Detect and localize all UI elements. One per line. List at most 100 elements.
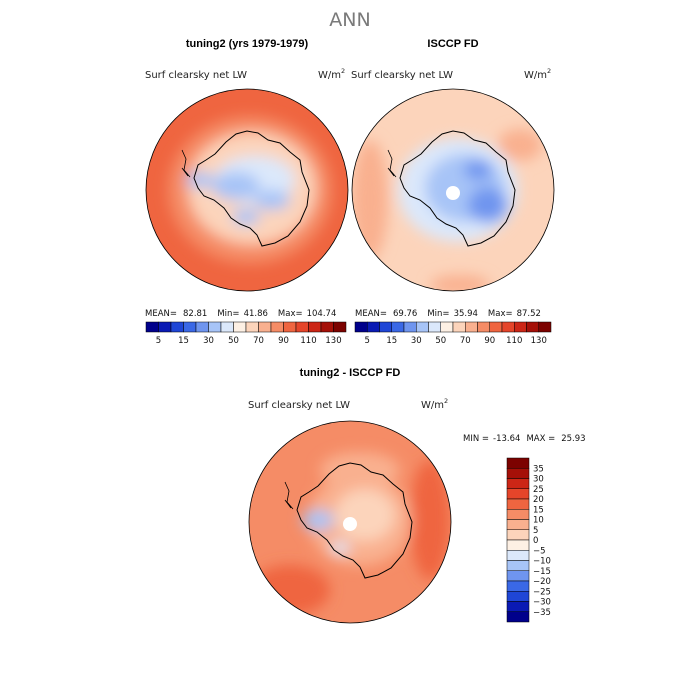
colorbar-model-swatch bbox=[320, 321, 334, 333]
panel-model-title: tuning2 (yrs 1979-1979) bbox=[186, 38, 309, 50]
colorbar-model-swatch bbox=[195, 321, 209, 333]
colorbar-diff-tick-label: −25 bbox=[533, 587, 551, 597]
colorbar-model: 5 15 30 50 70 90 110 130 bbox=[145, 321, 347, 346]
colorbar-model-swatch bbox=[245, 321, 259, 333]
colorbar-obs-swatch bbox=[379, 321, 392, 333]
map-obs-pole-hole bbox=[446, 186, 460, 200]
map-obs bbox=[352, 89, 554, 291]
colorbar-obs-swatch bbox=[354, 321, 368, 333]
colorbar-obs-swatch bbox=[452, 321, 466, 333]
panel-diff: tuning2 - ISCCP FD Surf clearsky net LW … bbox=[248, 367, 586, 624]
colorbar-obs-tick-label: 130 bbox=[531, 336, 547, 346]
colorbar-diff-tick-label: −20 bbox=[533, 577, 551, 587]
map-diff-pole-hole bbox=[343, 517, 357, 531]
colorbar-diff-swatch bbox=[506, 560, 530, 571]
colorbar-diff-tick-label: 0 bbox=[533, 536, 538, 546]
colorbar-diff-swatch bbox=[506, 580, 530, 592]
map-model-frame bbox=[145, 88, 349, 292]
colorbar-diff-tick-label: 15 bbox=[533, 505, 544, 515]
map-model bbox=[146, 89, 348, 291]
colorbar-diff-swatch bbox=[506, 529, 530, 541]
panel-obs-stats: MEAN= 69.76 Min= 35.94 Max= 87.52 bbox=[355, 309, 541, 319]
colorbar-obs-swatch bbox=[440, 321, 454, 333]
colorbar-model-swatch bbox=[183, 321, 197, 333]
main-title: ANN bbox=[329, 9, 370, 31]
colorbar-model-swatch bbox=[145, 321, 159, 333]
colorbar-model-swatch bbox=[308, 321, 322, 333]
colorbar-diff-swatch bbox=[506, 488, 530, 500]
colorbar-model-swatch bbox=[295, 321, 309, 333]
colorbar-obs-tick-label: 110 bbox=[506, 336, 522, 346]
colorbar-obs-swatch bbox=[428, 321, 441, 333]
colorbar-model-swatch bbox=[220, 321, 234, 333]
colorbar-model-swatch bbox=[283, 321, 297, 333]
colorbar-obs-swatch bbox=[489, 321, 503, 333]
colorbar-model-tick-label: 110 bbox=[300, 336, 316, 346]
colorbar-obs-tick-label: 50 bbox=[435, 336, 446, 346]
panel-obs-variable: Surf clearsky net LW bbox=[351, 70, 453, 81]
map-model-coastline bbox=[193, 130, 310, 247]
colorbar-model-swatch bbox=[258, 321, 272, 333]
colorbar-model-tick-label: 70 bbox=[253, 336, 264, 346]
map-obs-frame bbox=[351, 88, 555, 292]
colorbar-diff-tick-label: 10 bbox=[533, 516, 544, 526]
colorbar-diff-swatch bbox=[506, 478, 530, 489]
map-diff-coastline bbox=[296, 462, 413, 579]
colorbar-model-swatch bbox=[208, 321, 222, 333]
colorbar-diff-swatch bbox=[506, 539, 530, 551]
colorbar-obs: 5 15 30 50 70 90 110 130 bbox=[354, 321, 552, 346]
panel-obs: ISCCP FD Surf clearsky net LW W/m2 MEAN=… bbox=[351, 38, 555, 346]
panel-diff-units: W/m2 bbox=[421, 397, 448, 411]
colorbar-model-tick-label: 15 bbox=[178, 336, 189, 346]
colorbar-diff-tick-label: −35 bbox=[533, 608, 551, 618]
colorbar-obs-swatch bbox=[367, 321, 380, 333]
colorbar-obs-swatch bbox=[403, 321, 417, 333]
colorbar-diff-tick-label: 35 bbox=[533, 464, 544, 474]
colorbar-obs-tick-label: 90 bbox=[484, 336, 495, 346]
colorbar-model-tick-label: 50 bbox=[228, 336, 239, 346]
panel-model-stats: MEAN= 82.81 Min= 41.86 Max= 104.74 bbox=[145, 309, 336, 319]
map-diff-frame bbox=[248, 420, 452, 624]
colorbar-model-swatch bbox=[333, 321, 347, 333]
colorbar-diff-tick-label: −5 bbox=[533, 546, 546, 556]
colorbar-diff-swatch bbox=[506, 591, 530, 602]
panel-diff-stats: MIN = -13.64 MAX = 25.93 bbox=[463, 434, 586, 444]
map-obs-coastline bbox=[399, 130, 516, 247]
colorbar-diff-tick-label: 30 bbox=[533, 475, 544, 485]
colorbar-diff-swatch bbox=[506, 498, 530, 510]
panel-obs-units: W/m2 bbox=[524, 67, 551, 81]
colorbar-diff-swatch bbox=[506, 468, 530, 479]
panel-model: tuning2 (yrs 1979-1979) Surf clearsky ne… bbox=[145, 38, 349, 346]
colorbar-obs-swatch bbox=[538, 321, 552, 333]
colorbar-diff-tick-label: 20 bbox=[533, 495, 544, 505]
colorbar-obs-tick-label: 15 bbox=[386, 336, 397, 346]
colorbar-obs-swatch bbox=[501, 321, 515, 333]
colorbar-model-tick-label: 130 bbox=[325, 336, 341, 346]
panel-diff-variable: Surf clearsky net LW bbox=[248, 400, 350, 411]
colorbar-model-swatch bbox=[170, 321, 184, 333]
colorbar-diff-swatch bbox=[506, 519, 530, 530]
colorbar-model-swatch bbox=[158, 321, 172, 333]
colorbar-obs-swatch bbox=[465, 321, 478, 333]
colorbar-diff-tick-label: −15 bbox=[533, 567, 551, 577]
colorbar-obs-swatch bbox=[526, 321, 539, 333]
panel-diff-title: tuning2 - ISCCP FD bbox=[300, 367, 401, 379]
colorbar-diff-tick-label: −10 bbox=[533, 557, 551, 567]
colorbar-diff-swatch bbox=[506, 601, 530, 612]
colorbar-diff-tick-label: 25 bbox=[533, 485, 544, 495]
colorbar-diff-tick-label: 5 bbox=[533, 526, 538, 536]
colorbar-model-swatch bbox=[270, 321, 284, 333]
colorbar-diff-swatch bbox=[506, 457, 530, 469]
colorbar-model-swatch bbox=[233, 321, 247, 333]
colorbar-obs-tick-label: 70 bbox=[460, 336, 471, 346]
colorbar-obs-tick-label: 5 bbox=[365, 336, 370, 346]
colorbar-diff-swatch bbox=[506, 611, 530, 623]
colorbar-diff-swatch bbox=[506, 570, 530, 582]
colorbar-diff-tick-label: −30 bbox=[533, 598, 551, 608]
colorbar-diff-swatch bbox=[506, 509, 530, 520]
panel-obs-title: ISCCP FD bbox=[427, 38, 478, 50]
panel-model-variable: Surf clearsky net LW bbox=[145, 70, 247, 81]
colorbar-model-tick-label: 90 bbox=[278, 336, 289, 346]
